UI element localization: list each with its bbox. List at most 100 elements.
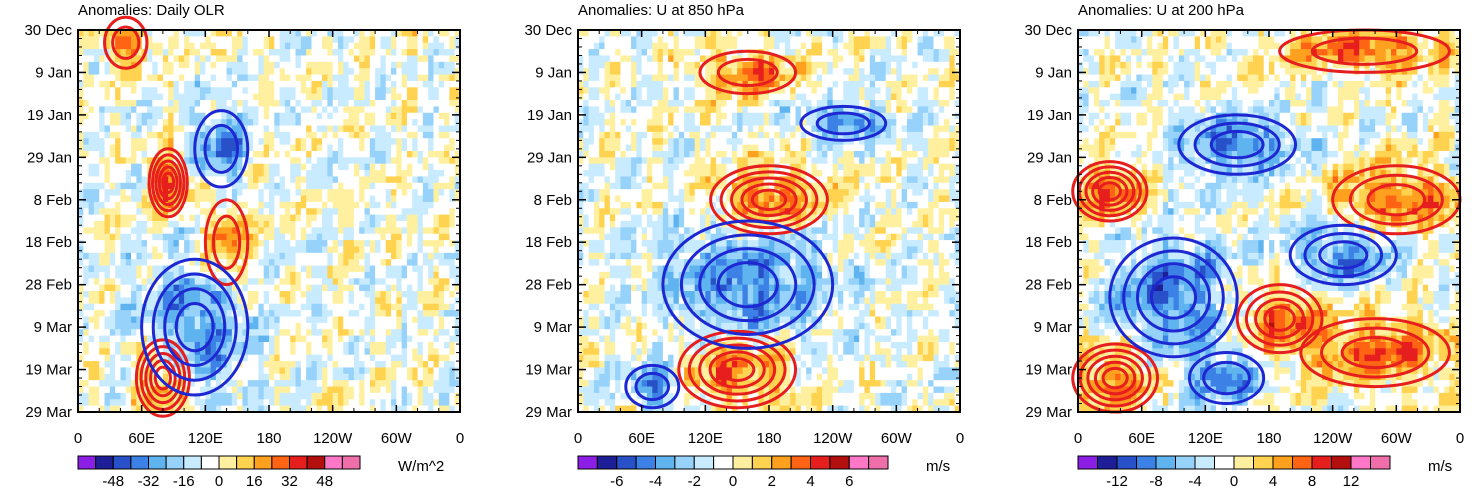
field-cell bbox=[221, 252, 228, 260]
field-cell bbox=[173, 100, 180, 107]
field-cell bbox=[747, 42, 754, 50]
field-cell bbox=[306, 284, 313, 292]
field-cell bbox=[226, 233, 233, 241]
field-cell bbox=[343, 284, 350, 292]
field-cell bbox=[662, 55, 669, 63]
field-cell bbox=[737, 36, 744, 44]
field-cell bbox=[636, 55, 643, 63]
field-cell bbox=[131, 49, 137, 57]
field-cell bbox=[364, 61, 371, 69]
field-cell bbox=[178, 233, 185, 241]
field-cell bbox=[401, 354, 408, 362]
field-cell bbox=[173, 106, 180, 114]
field-cell bbox=[311, 361, 318, 369]
field-cell bbox=[210, 80, 217, 88]
field-cell bbox=[93, 335, 100, 343]
field-cell bbox=[210, 176, 217, 184]
field-cell bbox=[205, 100, 212, 107]
field-cell bbox=[327, 87, 334, 95]
field-cell bbox=[348, 119, 355, 127]
field-cell bbox=[231, 348, 238, 356]
field-cell bbox=[300, 380, 307, 388]
field-cell bbox=[422, 100, 429, 107]
field-cell bbox=[253, 112, 259, 120]
field-cell bbox=[109, 373, 116, 381]
field-cell bbox=[295, 182, 302, 190]
field-cell bbox=[290, 125, 297, 133]
field-cell bbox=[83, 405, 90, 413]
field-cell bbox=[369, 106, 376, 114]
field-cell bbox=[231, 170, 238, 178]
field-cell bbox=[300, 201, 307, 209]
field-cell bbox=[396, 163, 403, 171]
field-cell bbox=[444, 208, 450, 216]
field-cell bbox=[375, 303, 382, 311]
field-cell bbox=[369, 74, 376, 82]
field-cell bbox=[364, 150, 371, 158]
field-cell bbox=[922, 61, 929, 69]
field-cell bbox=[210, 214, 217, 222]
field-cell bbox=[162, 131, 169, 139]
field-cell bbox=[152, 208, 159, 216]
field-cell bbox=[412, 125, 419, 133]
field-cell bbox=[104, 131, 111, 139]
field-cell bbox=[322, 252, 328, 260]
field-cell bbox=[189, 163, 196, 171]
field-cell bbox=[200, 68, 206, 76]
field-cell bbox=[428, 322, 435, 330]
field-cell bbox=[422, 361, 429, 369]
field-cell bbox=[327, 341, 334, 349]
field-cell bbox=[774, 42, 781, 50]
field-cell bbox=[364, 259, 371, 267]
field-cell bbox=[258, 201, 265, 209]
field-cell bbox=[253, 93, 259, 101]
field-cell bbox=[428, 227, 435, 235]
field-cell bbox=[146, 221, 153, 228]
field-cell bbox=[327, 55, 334, 63]
field-cell bbox=[364, 208, 371, 216]
field-cell bbox=[417, 297, 424, 305]
field-cell bbox=[412, 303, 419, 311]
field-cell bbox=[327, 131, 334, 139]
field-cell bbox=[290, 291, 297, 298]
field-cell bbox=[99, 112, 106, 120]
field-cell bbox=[401, 106, 408, 114]
field-cell bbox=[131, 208, 137, 216]
field-cell bbox=[253, 316, 259, 324]
field-cell bbox=[391, 55, 397, 63]
field-cell bbox=[221, 144, 228, 152]
field-cell bbox=[449, 93, 456, 101]
field-cell bbox=[242, 399, 249, 407]
field-cell bbox=[731, 61, 738, 69]
field-cell bbox=[742, 61, 749, 69]
field-cell bbox=[83, 106, 90, 114]
field-cell bbox=[295, 233, 302, 241]
field-cell bbox=[306, 163, 313, 171]
field-cell bbox=[396, 157, 403, 165]
field-cell bbox=[168, 131, 175, 139]
field-cell bbox=[136, 74, 143, 82]
field-cell bbox=[412, 87, 419, 95]
field-cell bbox=[120, 284, 127, 292]
field-cell bbox=[438, 61, 445, 69]
field-cell bbox=[247, 74, 254, 82]
field-cell bbox=[284, 157, 291, 165]
field-cell bbox=[194, 221, 201, 228]
field-cell bbox=[380, 399, 387, 407]
field-cell bbox=[120, 380, 127, 388]
field-cell bbox=[290, 61, 297, 69]
field-cell bbox=[221, 150, 228, 158]
field-cell bbox=[449, 157, 456, 165]
field-cell bbox=[417, 106, 424, 114]
field-cell bbox=[168, 87, 175, 95]
field-cell bbox=[162, 87, 169, 95]
field-cell bbox=[194, 380, 201, 388]
field-cell bbox=[215, 291, 222, 298]
field-cell bbox=[353, 195, 360, 203]
field-cell bbox=[178, 246, 185, 254]
field-cell bbox=[433, 284, 440, 292]
field-cell bbox=[210, 163, 217, 171]
field-cell bbox=[295, 176, 302, 184]
field-cell bbox=[401, 93, 408, 101]
field-cell bbox=[306, 100, 313, 107]
